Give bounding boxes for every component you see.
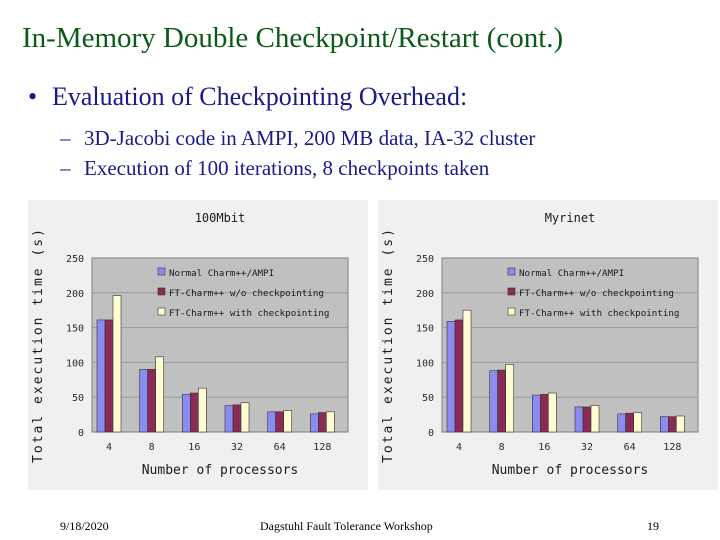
- bar: [454, 319, 464, 433]
- chart-100mbit: 100Mbit 0 50 100 150 200 250 4 8 16 32 64 128 Number …: [28, 200, 368, 490]
- chart-title: Myrinet: [545, 211, 596, 225]
- bar: [96, 319, 106, 433]
- x-tick-label: 4: [106, 442, 112, 453]
- bar: [155, 356, 164, 433]
- y-tick-label: 100: [416, 358, 434, 369]
- plot-area: [91, 257, 349, 433]
- x-tick-label: 8: [149, 442, 155, 453]
- bar: [617, 413, 626, 433]
- y-tick-label: 0: [78, 428, 84, 439]
- x-tick-label: 32: [581, 442, 593, 453]
- bar: [668, 416, 677, 433]
- legend-label: FT-Charm++ w/o checkpointing: [519, 288, 674, 299]
- bar: [548, 392, 557, 433]
- bar: [505, 364, 514, 433]
- legend-label: FT-Charm++ w/o checkpointing: [169, 288, 324, 299]
- sub-bullet: – Execution of 100 iterations, 8 checkpoi…: [60, 154, 535, 184]
- x-axis-label: Number of processors: [142, 463, 299, 478]
- bar: [532, 394, 541, 433]
- bar: [574, 406, 584, 433]
- bar: [182, 394, 191, 433]
- bar: [283, 410, 292, 433]
- bar: [310, 413, 319, 433]
- bar: [232, 404, 242, 433]
- legend-swatch: [157, 287, 166, 296]
- sub-bullet-text: Execution of 100 iterations, 8 checkpoin…: [84, 156, 490, 180]
- x-tick-label: 32: [231, 442, 243, 453]
- bar: [326, 411, 335, 433]
- legend-label: FT-Charm++ with checkpointing: [169, 308, 329, 319]
- x-tick-label: 4: [456, 442, 462, 453]
- bar: [446, 321, 456, 433]
- bar: [625, 412, 634, 433]
- footer-date: 9/18/2020: [60, 519, 109, 533]
- bar: [676, 415, 685, 433]
- y-axis-label: Total execution time (s): [31, 227, 46, 463]
- y-tick-label: 200: [66, 289, 84, 300]
- bar: [582, 406, 592, 433]
- legend-swatch: [507, 267, 516, 276]
- bar: [462, 309, 472, 433]
- bar: [267, 411, 276, 433]
- bar: [540, 394, 549, 433]
- chart-title: 100Mbit: [195, 211, 246, 225]
- y-tick-label: 50: [422, 393, 434, 404]
- y-tick-label: 200: [416, 289, 434, 300]
- legend-swatch: [157, 307, 166, 316]
- footer-page-number: 19: [647, 519, 659, 533]
- x-tick-label: 128: [313, 442, 331, 453]
- y-tick-label: 0: [428, 428, 434, 439]
- bar: [660, 416, 669, 433]
- bar: [190, 392, 199, 433]
- footer-event: Dagstuhl Fault Tolerance Workshop: [260, 519, 433, 533]
- sub-bullet-dash: –: [60, 156, 71, 180]
- bullet-dot: •: [28, 82, 38, 111]
- y-tick-label: 150: [66, 324, 84, 335]
- main-bullet-text: Evaluation of Checkpointing Overhead:: [52, 82, 468, 111]
- legend-swatch: [157, 267, 166, 276]
- y-tick-label: 100: [66, 358, 84, 369]
- bar: [633, 412, 642, 433]
- x-tick-label: 8: [499, 442, 505, 453]
- x-axis-label: Number of processors: [492, 463, 649, 478]
- y-tick-label: 250: [66, 254, 84, 265]
- bar: [104, 319, 114, 433]
- sub-bullet-dash: –: [60, 126, 71, 150]
- bar: [139, 369, 148, 433]
- bar: [240, 402, 250, 433]
- legend-label: Normal Charm++/AMPI: [519, 268, 624, 279]
- bar: [590, 405, 600, 433]
- bar: [198, 387, 207, 433]
- bar: [112, 295, 122, 433]
- legend-label: Normal Charm++/AMPI: [169, 268, 274, 279]
- plot-area: [441, 257, 699, 433]
- x-tick-label: 64: [274, 442, 286, 453]
- main-bullet: • Evaluation of Checkpointing Overhead:: [28, 82, 467, 112]
- y-tick-label: 50: [72, 393, 84, 404]
- y-tick-label: 150: [416, 324, 434, 335]
- x-tick-label: 64: [624, 442, 636, 453]
- y-tick-label: 250: [416, 254, 434, 265]
- bar: [497, 369, 506, 433]
- bar: [147, 369, 156, 433]
- sub-bullet: –3D-Jacobi code in AMPI, 200 MB data, IA…: [60, 124, 535, 154]
- sub-bullet-text: 3D-Jacobi code in AMPI, 200 MB data, IA-…: [84, 126, 536, 150]
- bar: [275, 411, 284, 433]
- y-axis-label: Total execution time (s): [381, 227, 396, 463]
- slide-title: In-Memory Double Checkpoint/Restart (con…: [22, 22, 564, 54]
- legend-swatch: [507, 307, 516, 316]
- x-tick-label: 128: [663, 442, 681, 453]
- x-tick-label: 16: [538, 442, 550, 453]
- x-tick-label: 16: [188, 442, 200, 453]
- legend-swatch: [507, 287, 516, 296]
- bar: [224, 405, 234, 433]
- bar: [318, 412, 327, 433]
- bar: [489, 370, 498, 433]
- sub-bullet-list: –3D-Jacobi code in AMPI, 200 MB data, IA…: [60, 124, 535, 184]
- legend-label: FT-Charm++ with checkpointing: [519, 308, 679, 319]
- chart-myrinet: Myrinet 0 50 100 150 200 250 4 8 16 32 64 128 Number …: [378, 200, 718, 490]
